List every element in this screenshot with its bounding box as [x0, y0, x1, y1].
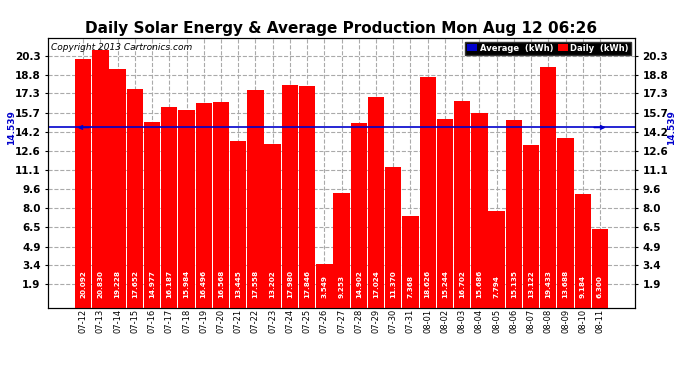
Bar — [385, 166, 402, 308]
Text: 7.368: 7.368 — [408, 274, 413, 298]
Bar — [592, 230, 608, 308]
Text: 19.433: 19.433 — [545, 270, 551, 298]
Text: 9.253: 9.253 — [339, 274, 344, 298]
Bar — [92, 50, 108, 308]
Bar — [299, 87, 315, 308]
Bar — [110, 69, 126, 308]
Text: 14.902: 14.902 — [356, 270, 362, 298]
Bar — [75, 58, 91, 308]
Text: 16.496: 16.496 — [201, 270, 207, 298]
Bar — [368, 97, 384, 308]
Bar — [523, 145, 539, 308]
Bar — [506, 120, 522, 308]
Text: 15.686: 15.686 — [476, 269, 482, 298]
Text: 11.370: 11.370 — [391, 270, 396, 298]
Bar — [351, 123, 367, 308]
Bar — [540, 67, 556, 308]
Text: 17.024: 17.024 — [373, 270, 379, 298]
Text: 17.980: 17.980 — [287, 270, 293, 298]
Bar — [437, 119, 453, 308]
Bar — [333, 193, 350, 308]
Bar — [127, 89, 143, 308]
Bar — [247, 90, 264, 308]
Bar — [195, 103, 212, 308]
Bar — [575, 194, 591, 308]
Bar — [213, 102, 229, 308]
Text: 15.135: 15.135 — [511, 270, 517, 298]
Bar — [178, 110, 195, 308]
Text: 19.228: 19.228 — [115, 270, 121, 298]
Text: 14.539: 14.539 — [667, 110, 676, 145]
Text: 20.092: 20.092 — [80, 270, 86, 298]
Text: 15.244: 15.244 — [442, 270, 448, 298]
Text: 20.830: 20.830 — [97, 270, 104, 298]
Text: 13.202: 13.202 — [270, 270, 275, 298]
Text: 13.688: 13.688 — [562, 270, 569, 298]
Bar — [144, 122, 160, 308]
Text: 7.794: 7.794 — [493, 275, 500, 298]
Bar — [489, 211, 505, 308]
Bar — [402, 216, 419, 308]
Text: 16.702: 16.702 — [459, 270, 465, 298]
Text: 6.300: 6.300 — [597, 275, 603, 298]
Bar — [161, 107, 177, 307]
Title: Daily Solar Energy & Average Production Mon Aug 12 06:26: Daily Solar Energy & Average Production … — [86, 21, 598, 36]
Text: Copyright 2013 Cartronics.com: Copyright 2013 Cartronics.com — [51, 43, 193, 52]
Bar — [420, 77, 436, 308]
Bar — [316, 264, 333, 308]
Text: 15.984: 15.984 — [184, 270, 190, 298]
Text: 14.539: 14.539 — [7, 110, 16, 145]
Bar — [282, 85, 298, 308]
Bar — [558, 138, 573, 308]
Text: 17.652: 17.652 — [132, 270, 138, 298]
Text: 17.558: 17.558 — [253, 270, 259, 298]
Text: 13.445: 13.445 — [235, 270, 242, 298]
Bar — [230, 141, 246, 308]
Text: 9.184: 9.184 — [580, 274, 586, 298]
Bar — [471, 113, 488, 308]
Text: 17.846: 17.846 — [304, 270, 310, 298]
Text: 16.187: 16.187 — [166, 270, 172, 298]
Text: 18.626: 18.626 — [424, 270, 431, 298]
Text: 13.122: 13.122 — [528, 270, 534, 298]
Text: 16.568: 16.568 — [218, 269, 224, 298]
Text: 14.977: 14.977 — [149, 270, 155, 298]
Text: 3.549: 3.549 — [322, 274, 327, 298]
Bar — [264, 144, 281, 308]
Legend: Average  (kWh), Daily  (kWh): Average (kWh), Daily (kWh) — [465, 42, 631, 55]
Bar — [454, 100, 471, 308]
